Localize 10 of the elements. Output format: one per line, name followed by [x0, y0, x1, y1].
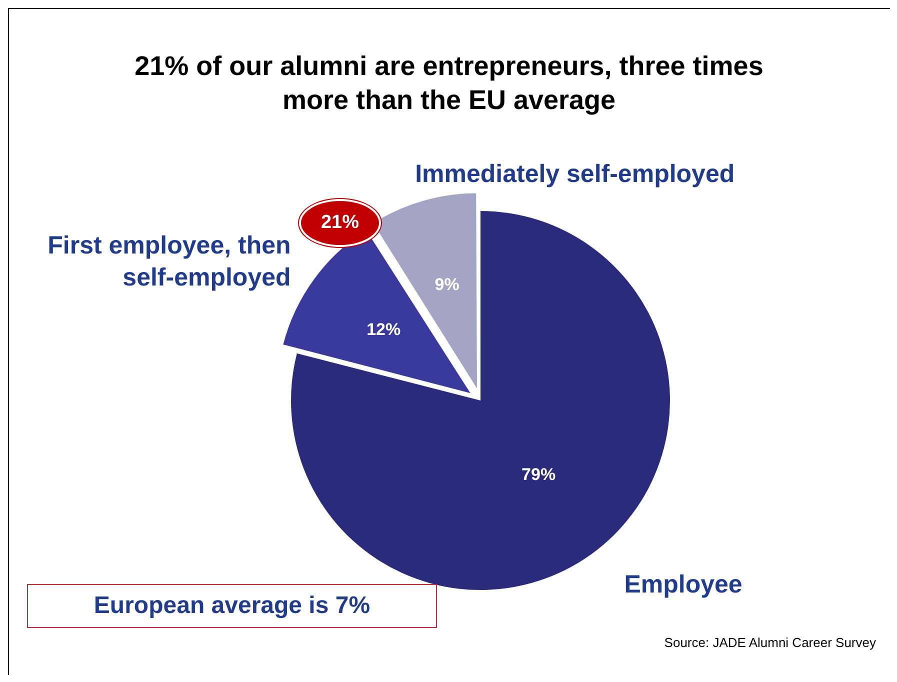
data-label: 12% — [366, 320, 401, 339]
data-label: 79% — [522, 465, 556, 484]
slice-label: Immediately self-employed — [415, 160, 735, 188]
data-label: 9% — [434, 275, 460, 294]
text: European average is 7% — [27, 584, 437, 628]
oval-badge: 21% — [299, 199, 381, 247]
slice-label: Employee — [624, 570, 742, 599]
source-note: Source: JADE Alumni Career Survey — [664, 635, 876, 650]
slice-label: First employee, then self-employed — [48, 232, 291, 292]
chart-title: 21% of our alumni are entrepreneurs, three times more than the EU average — [134, 50, 764, 117]
